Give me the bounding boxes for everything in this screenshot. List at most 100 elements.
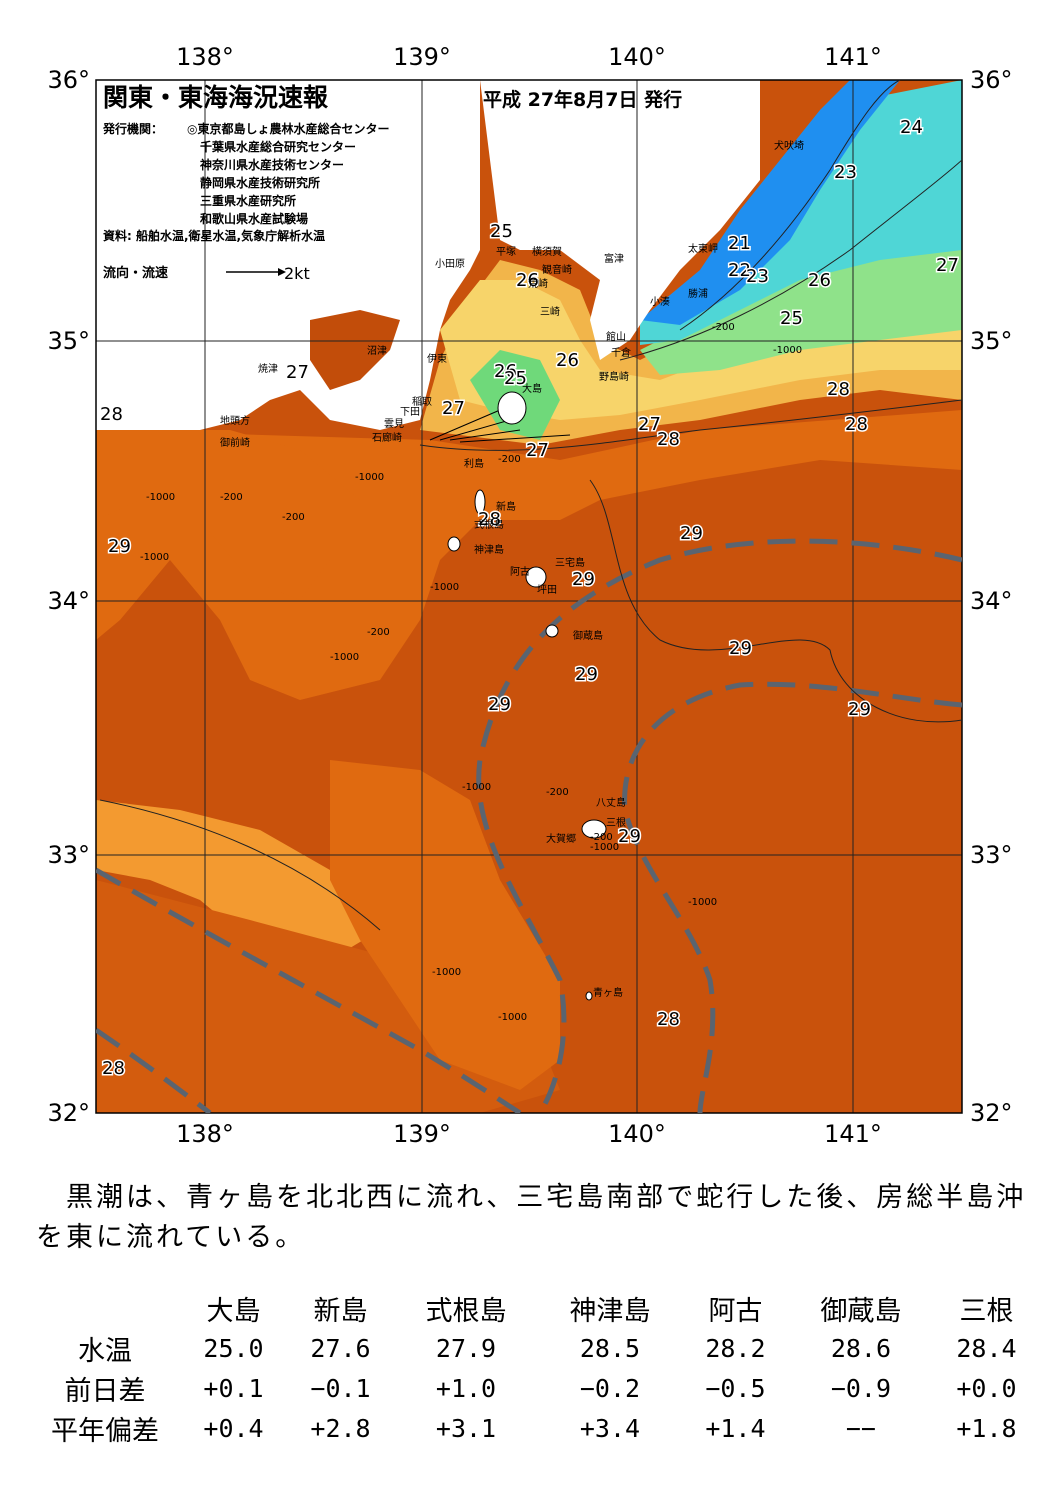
depth-label: -1000 bbox=[688, 897, 717, 908]
latitude-label: 35° bbox=[970, 327, 1013, 355]
island-hachijo bbox=[581, 819, 607, 839]
col-header: 阿古 bbox=[708, 1295, 763, 1327]
place-name-label: 勝浦 bbox=[688, 287, 708, 300]
islands bbox=[447, 391, 607, 1001]
depth-label: -1000 bbox=[590, 842, 619, 853]
depth-label: -1000 bbox=[498, 1012, 527, 1023]
island-mikura bbox=[545, 624, 559, 638]
temperature-label: 27 bbox=[286, 362, 309, 383]
stat-cell: 28.2 bbox=[705, 1333, 766, 1363]
col-header: 神津島 bbox=[569, 1295, 651, 1327]
isotherms bbox=[99, 80, 962, 931]
place-name-label: 三崎 bbox=[540, 305, 560, 318]
place-name-label: 稲取 bbox=[412, 396, 432, 408]
temperature-label: 28 bbox=[102, 1058, 125, 1079]
latitude-label: 32° bbox=[970, 1099, 1013, 1127]
depth-label: -1000 bbox=[355, 472, 384, 483]
row-label: 平年偏差 bbox=[51, 1415, 159, 1447]
place-name-label: 千倉 bbox=[611, 346, 631, 359]
depth-label: -1000 bbox=[773, 345, 802, 356]
place-name-label: 荒崎 bbox=[528, 277, 548, 290]
temperature-label: 28 bbox=[100, 404, 123, 425]
place-name-label: 小田原 bbox=[435, 258, 465, 270]
latitude-labels-left: 36° 35° 34° 33° 32° bbox=[47, 66, 90, 1127]
temperature-label: 28 bbox=[478, 509, 501, 530]
row-label: 水温 bbox=[78, 1335, 132, 1367]
place-name-label: 伊東 bbox=[427, 352, 447, 365]
temperature-label: 28 bbox=[827, 379, 850, 400]
place-name-label: 八丈島 bbox=[596, 796, 626, 809]
arrowhead-icon bbox=[278, 268, 286, 276]
col-header: 御蔵島 bbox=[820, 1295, 902, 1327]
place-name-label: 新島 bbox=[496, 500, 516, 513]
place-name-label: 三根 bbox=[606, 816, 626, 829]
summary-text: 黒潮は、青ヶ島を北北西に流れ、三宅島南部で蛇行した後、房総半島沖を東に流れている… bbox=[36, 1182, 1027, 1253]
temperature-label: 26 bbox=[556, 350, 579, 371]
depth-label: -200 bbox=[367, 627, 390, 638]
yellow-band bbox=[440, 230, 962, 420]
publisher-name: 三重県水産研究所 bbox=[200, 193, 296, 208]
longitude-labels-top: 138° 139° 140° 141° bbox=[176, 43, 882, 71]
place-name-label: 神津島 bbox=[474, 543, 504, 556]
place-name-label: 焼津 bbox=[258, 363, 278, 375]
depth-label: -1000 bbox=[330, 652, 359, 663]
place-name-label: 横須賀 bbox=[532, 245, 562, 258]
map-svg: 138° 139° 140° 141° 138° 139° 140° 141° 36° 35°… bbox=[47, 43, 1013, 1148]
stat-cell: +1.4 bbox=[705, 1413, 766, 1443]
place-name-label: 坪田 bbox=[537, 583, 557, 596]
mild-tongue bbox=[96, 800, 380, 960]
central-orange bbox=[330, 760, 560, 1090]
place-name-label: 石廊崎 bbox=[372, 431, 402, 444]
island-miyake bbox=[525, 566, 547, 588]
temperature-label: 29 bbox=[729, 638, 752, 659]
current-legend-label: 流向・流速 bbox=[103, 265, 168, 281]
report-title: 関東・東海海況速報 bbox=[103, 83, 329, 112]
latitude-label: 33° bbox=[47, 841, 90, 869]
stat-cell: −0.2 bbox=[579, 1373, 641, 1403]
temperature-label: 25 bbox=[504, 368, 527, 389]
latitude-label: 35° bbox=[47, 327, 90, 355]
depth-label: -200 bbox=[220, 492, 243, 503]
place-name-label: 地頭方 bbox=[220, 414, 250, 427]
stat-cell: 27.9 bbox=[435, 1333, 497, 1363]
depth-label: -200 bbox=[712, 322, 735, 333]
place-name-label: 平塚 bbox=[496, 246, 516, 258]
temperature-label: 28 bbox=[845, 414, 868, 435]
temperature-label: 25 bbox=[490, 221, 513, 242]
stat-cell: −0.9 bbox=[830, 1373, 892, 1403]
longitude-label: 138° bbox=[176, 43, 234, 71]
stat-cell: 28.4 bbox=[956, 1333, 1017, 1363]
place-name-label: 館山 bbox=[606, 330, 626, 343]
publisher-name: ◎東京都島しょ農林水産総合センター bbox=[187, 121, 389, 136]
temperature-label: 29 bbox=[488, 694, 511, 715]
depth-label: -1000 bbox=[432, 967, 461, 978]
current-legend-value: 2kt bbox=[284, 264, 310, 283]
depth-label: -1000 bbox=[140, 552, 169, 563]
stat-cell: 25.0 bbox=[203, 1333, 264, 1363]
temperature-label: 25 bbox=[780, 308, 803, 329]
longitude-label: 139° bbox=[393, 43, 451, 71]
temperature-label: 29 bbox=[575, 664, 598, 685]
stat-cell: −− bbox=[845, 1413, 876, 1443]
island-oshima bbox=[497, 391, 527, 425]
kuroshio-axis bbox=[96, 538, 962, 1113]
stat-cell: 28.5 bbox=[579, 1333, 641, 1363]
map-frame bbox=[95, 79, 963, 1114]
latitude-label: 32° bbox=[47, 1099, 90, 1127]
temperature-label: 29 bbox=[848, 699, 871, 720]
latitude-label: 34° bbox=[47, 587, 90, 615]
place-name-label: 青ヶ島 bbox=[593, 986, 623, 999]
place-name-label: 富津 bbox=[604, 252, 624, 265]
stat-cell: −0.1 bbox=[310, 1373, 371, 1403]
longitude-label: 140° bbox=[608, 1120, 666, 1148]
place-name-label: 御蔵島 bbox=[573, 629, 603, 642]
temperature-label: 27 bbox=[442, 398, 465, 419]
stat-cell: 27.6 bbox=[310, 1333, 371, 1363]
island-aogashima bbox=[585, 991, 593, 1001]
place-name-label: 大賀郷 bbox=[546, 832, 576, 845]
depth-label: -200 bbox=[282, 512, 305, 523]
west-orange bbox=[96, 430, 360, 600]
current-arrows bbox=[429, 409, 571, 443]
temperature-label: 21 bbox=[728, 233, 751, 254]
